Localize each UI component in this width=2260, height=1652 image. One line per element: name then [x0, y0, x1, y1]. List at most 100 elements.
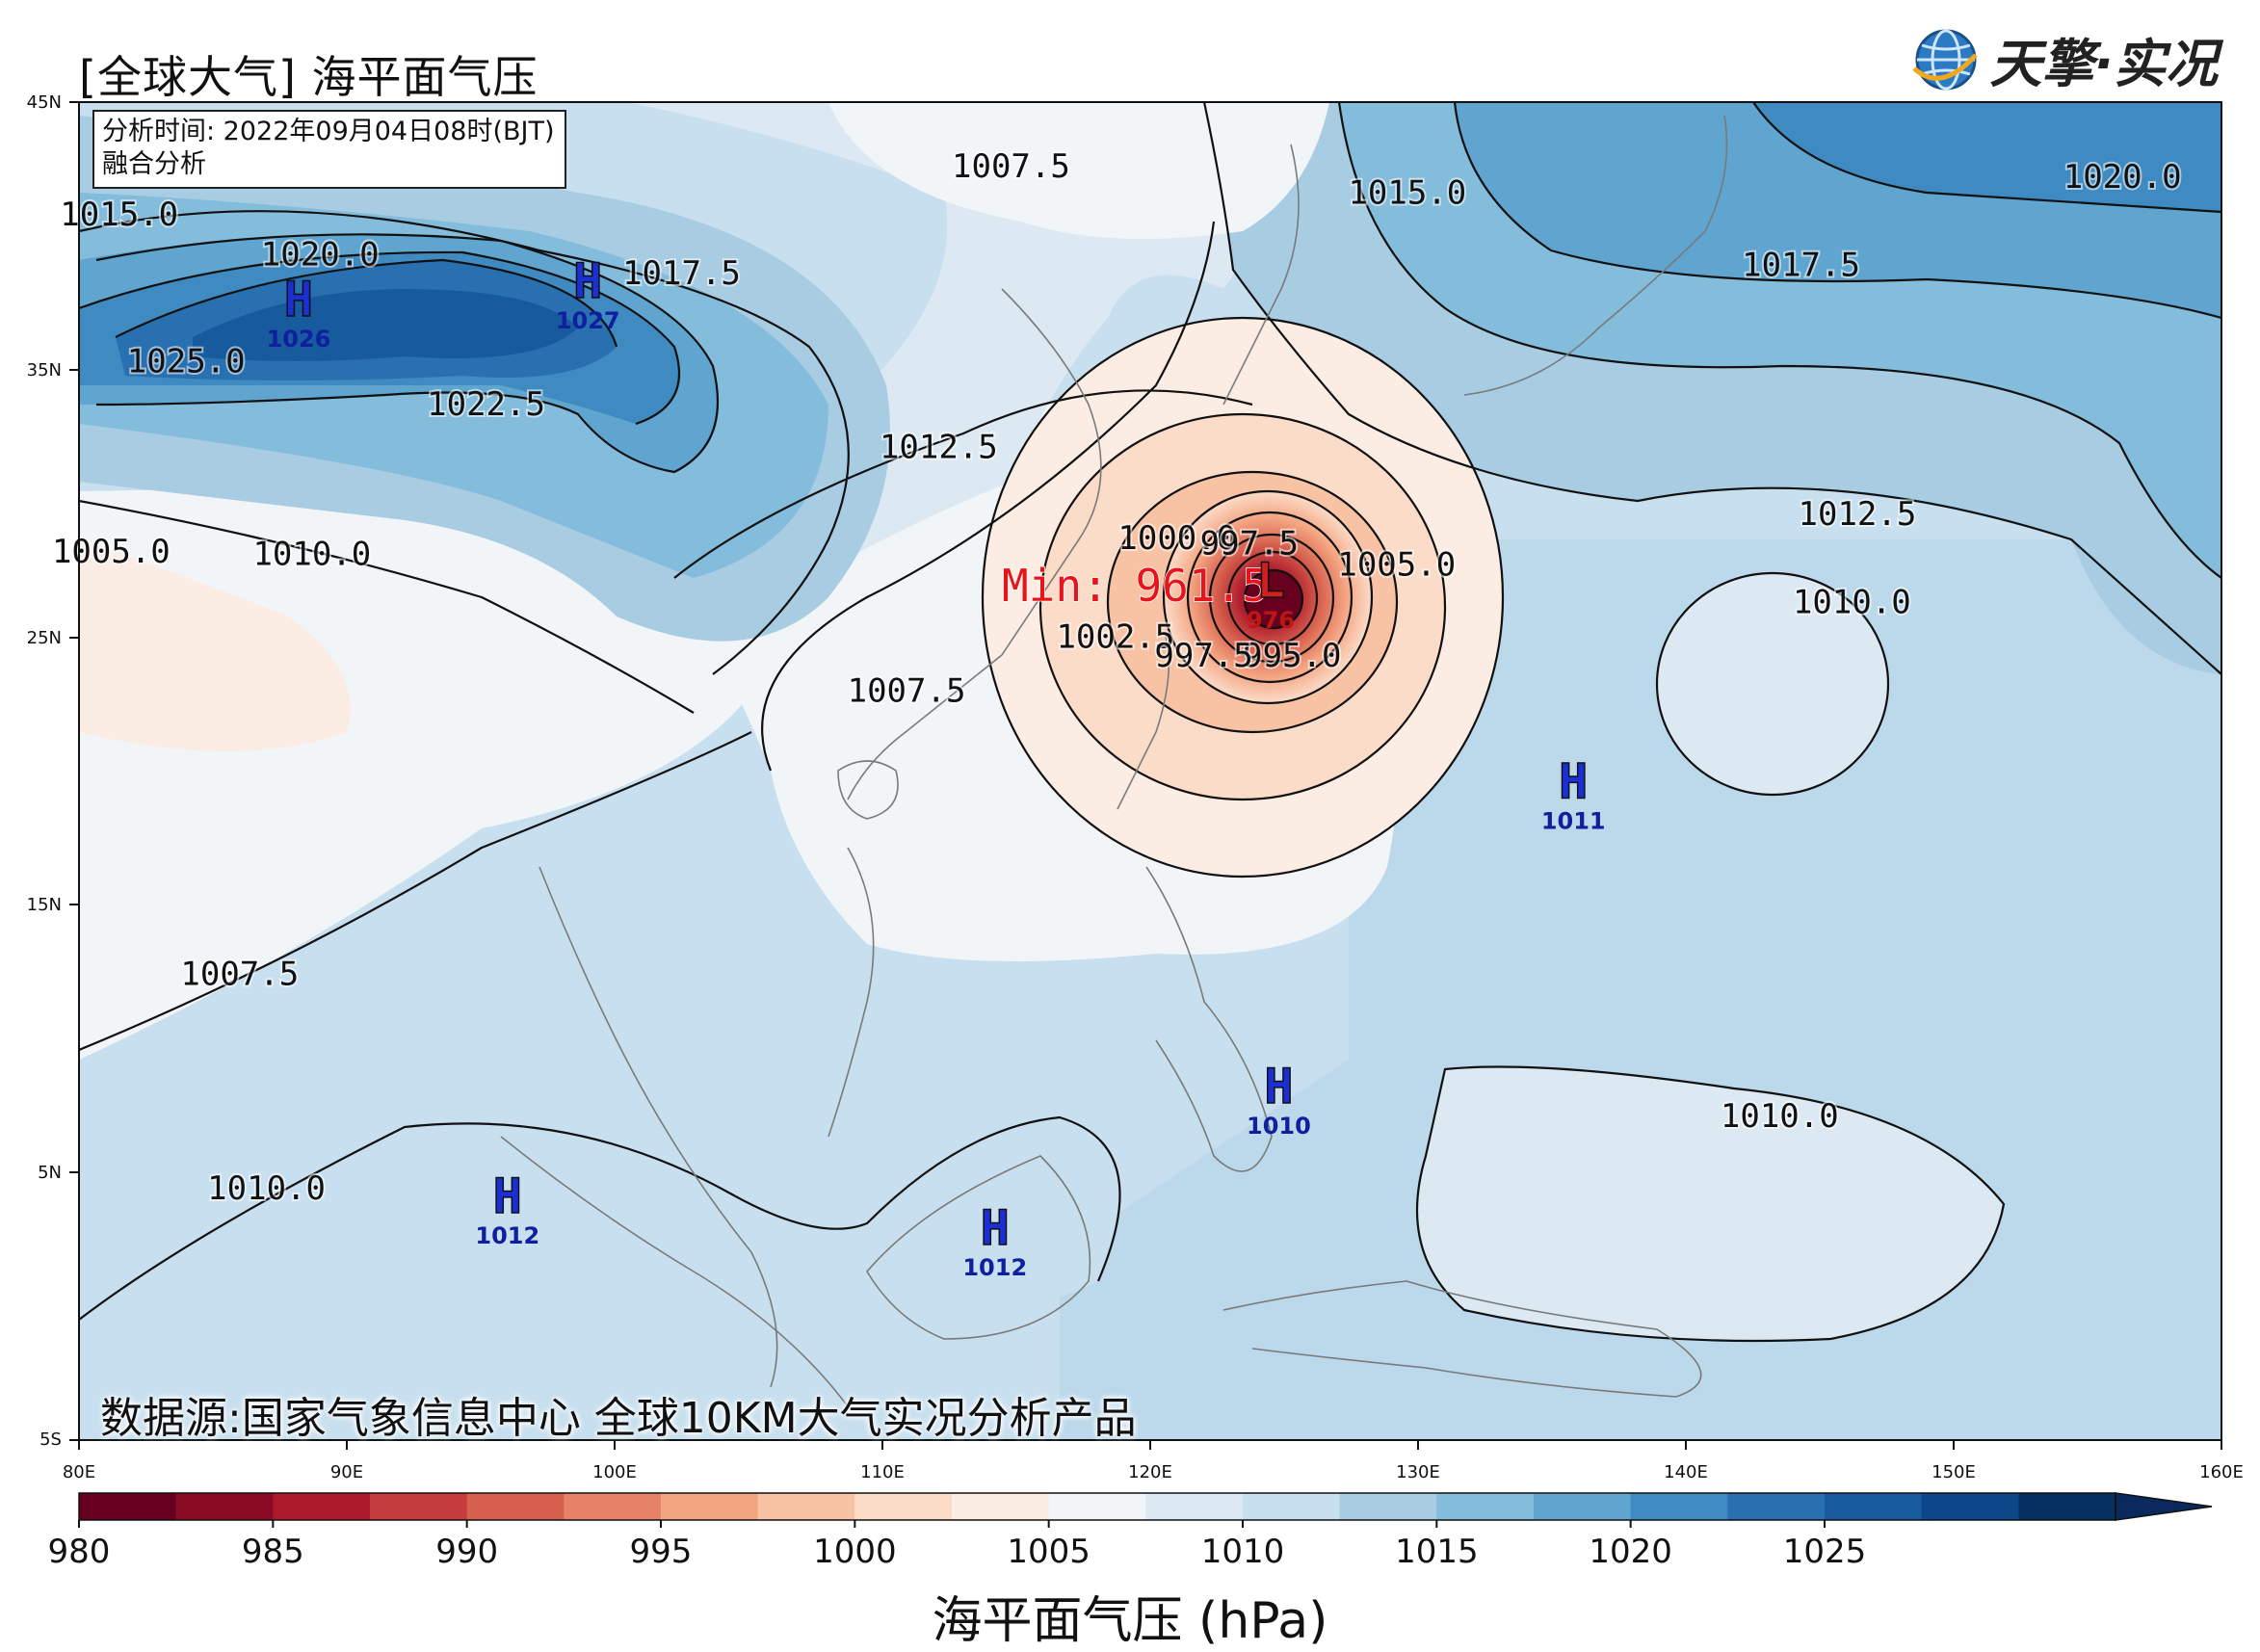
contour-label: 1012.5 [880, 428, 998, 466]
colorbar-tick-label: 980 [48, 1533, 111, 1571]
coastline [1145, 866, 1273, 1172]
pressure-value: 1012 [962, 1254, 1027, 1281]
colorbar-tick-label: 995 [630, 1533, 693, 1571]
colorbar-swatch [1145, 1493, 1244, 1520]
contour-line [1208, 533, 1335, 664]
pressure-field-pacific-1022 [1753, 102, 2221, 212]
contour-line [1038, 412, 1447, 801]
lon-tick: 150E [1932, 1462, 1976, 1482]
lon-tick: 110E [860, 1462, 905, 1482]
coastline [837, 760, 899, 820]
colorbar-swatch [1921, 1493, 2019, 1520]
contour-line [1243, 568, 1304, 630]
coastline [866, 1155, 1091, 1340]
lon-tick: 120E [1128, 1462, 1172, 1482]
colorbar-swatch [1727, 1493, 1826, 1520]
contour-label: 1022.5 [427, 385, 545, 424]
analysis-info-box: 分析时间: 2022年09月04日08时(BJT) 融合分析 [92, 110, 566, 189]
colorbar [78, 1492, 2213, 1521]
high-letter: H [284, 272, 313, 328]
colorbar-tick-label: 1020 [1589, 1533, 1672, 1571]
pressure-field-1010-southeast [1417, 1066, 2004, 1341]
colorbar-swatch [854, 1493, 953, 1520]
typhoon-eye [1245, 570, 1302, 628]
colorbar-tick-label: 1015 [1395, 1533, 1479, 1571]
colorbar-swatch [1825, 1493, 1923, 1520]
globe-icon [1912, 29, 1979, 90]
contour-line [95, 233, 720, 474]
contour-label: 1005.0 [52, 533, 171, 571]
lat-tick: 25N [27, 628, 62, 648]
lat-tick: 5N [38, 1163, 62, 1183]
contour-label: 1005.0 [1337, 546, 1456, 585]
page-title: [全球大气] 海平面气压 [79, 51, 539, 103]
colorbar-swatch [757, 1493, 855, 1520]
colorbar-swatch [952, 1493, 1050, 1520]
contour-label: 1020.0 [261, 235, 380, 274]
colorbar-swatch [273, 1493, 371, 1520]
contour-line [79, 1115, 1121, 1321]
lat-tick: 35N [27, 360, 62, 380]
colorbar-extend-arrow [2115, 1492, 2213, 1521]
lon-ticks: 80E 90E 100E 110E 120E 130E 140E 150E 16… [63, 1462, 2244, 1482]
min-pressure-label: Min: 961.5 [1002, 560, 1269, 612]
lat-tick: 5S [39, 1429, 62, 1450]
colorbar-swatch [175, 1493, 274, 1520]
coastline [1117, 635, 1170, 810]
pressure-value: 1027 [556, 307, 620, 334]
pressure-value: 1010 [1247, 1113, 1311, 1140]
coastline [500, 1136, 849, 1407]
contour-label: 1025.0 [127, 343, 246, 381]
lon-tick-marks [78, 1440, 2222, 1450]
contour-label: 1012.5 [1799, 495, 1917, 534]
high-letter: H [493, 1168, 522, 1224]
coastlines [500, 115, 1728, 1407]
contour-label: 1007.5 [848, 671, 966, 710]
contour-label: 995.0 [1243, 637, 1341, 675]
map-fields [79, 102, 2221, 1440]
contour-label: 1007.5 [180, 956, 299, 994]
data-source: 数据源:国家气象信息中心 全球10KM大气实况分析产品 [100, 1394, 1137, 1443]
contour-label: 1017.5 [622, 254, 741, 293]
coastline [539, 866, 778, 1388]
coastline [847, 288, 1102, 800]
lat-tick: 15N [27, 895, 62, 915]
contour-label: 1002.5 [1056, 618, 1174, 657]
colorbar-tick-label: 1005 [1007, 1533, 1091, 1571]
contour-line [1226, 550, 1319, 646]
high-letter: H [1559, 753, 1588, 809]
lat-tick-marks [69, 101, 79, 1441]
colorbar-frame [78, 1492, 2116, 1521]
contour-line [79, 499, 695, 714]
contour-label: 1015.0 [1348, 174, 1466, 213]
colorbar-tick-label: 990 [435, 1533, 498, 1571]
contour-line [1202, 102, 2221, 675]
lat-ticks: 45N 35N 25N 15N 5N 5S [27, 92, 62, 1450]
pressure-value: 1026 [267, 326, 331, 353]
analysis-time: 分析时间: 2022年09月04日08时(BJT) [102, 117, 555, 146]
colorbar-swatch [370, 1493, 468, 1520]
coastline [1463, 115, 1728, 396]
pressure-field-1010-east [1657, 573, 1888, 795]
pressure-field-1026 [193, 289, 578, 361]
contour-line [673, 389, 1253, 579]
contour-line [1752, 102, 2221, 214]
lon-tick: 140E [1664, 1462, 1708, 1482]
high-letter: H [981, 1200, 1010, 1256]
min-label-layer: Min: 961.5 [1001, 559, 1269, 613]
contour-line [1162, 489, 1374, 705]
colorbar-swatch [79, 1493, 177, 1520]
colorbar-tick-label: 985 [242, 1533, 304, 1571]
colorbar-swatch [661, 1493, 759, 1520]
colorbar-tick-label: 1025 [1783, 1533, 1867, 1571]
contour-label-layer: 1007.5 1015.0 1020.0 1017.5 1025.0 1022.5 1012… [50, 145, 2184, 1210]
contour-line [115, 258, 618, 348]
coastline [828, 847, 875, 1138]
